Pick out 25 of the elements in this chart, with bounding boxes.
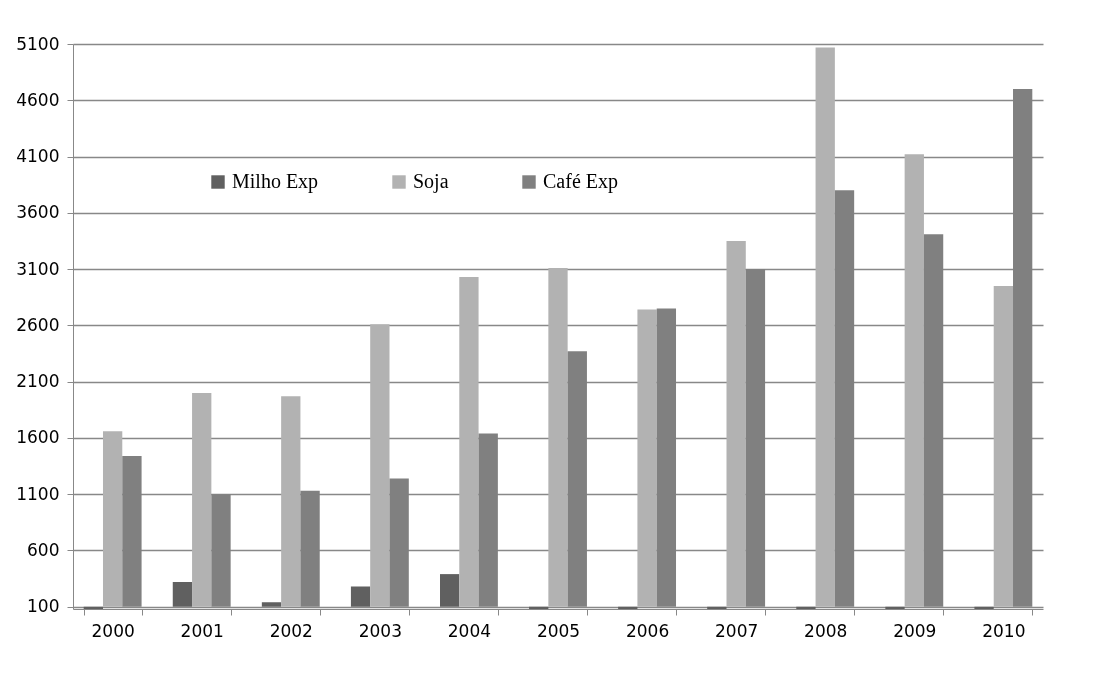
x-tick-label: 2003 [358,620,402,641]
legend-label: Soja [413,170,449,193]
y-tick-label: 600 [27,539,60,560]
legend-label: Café Exp [543,170,618,193]
x-tick-label: 2006 [625,620,670,641]
y-tick-label: 4600 [16,89,60,110]
x-tick-label: 2002 [269,620,313,641]
y-tick-label: 1100 [16,483,60,504]
x-tick-label: 2010 [982,620,1026,641]
x-tick-label: 2001 [180,620,224,641]
y-tick-label: 100 [27,596,60,617]
y-tick-label: 2600 [16,314,60,335]
y-tick-label: 3600 [16,202,60,223]
y-tick-label: 4100 [16,146,60,167]
y-tick-label: 5100 [16,33,60,54]
y-tick-label: 3100 [16,258,60,279]
legend-label: Milho Exp [232,170,319,193]
x-tick-label: 2000 [91,620,135,641]
x-tick-label: 2007 [715,620,759,641]
x-tick-label: 2004 [447,620,492,641]
x-tick-label: 2008 [804,620,848,641]
y-tick-label: 1600 [16,427,60,448]
x-tick-label: 2009 [893,620,937,641]
y-tick-label: 2100 [16,371,60,392]
x-tick-label: 2005 [536,620,581,641]
